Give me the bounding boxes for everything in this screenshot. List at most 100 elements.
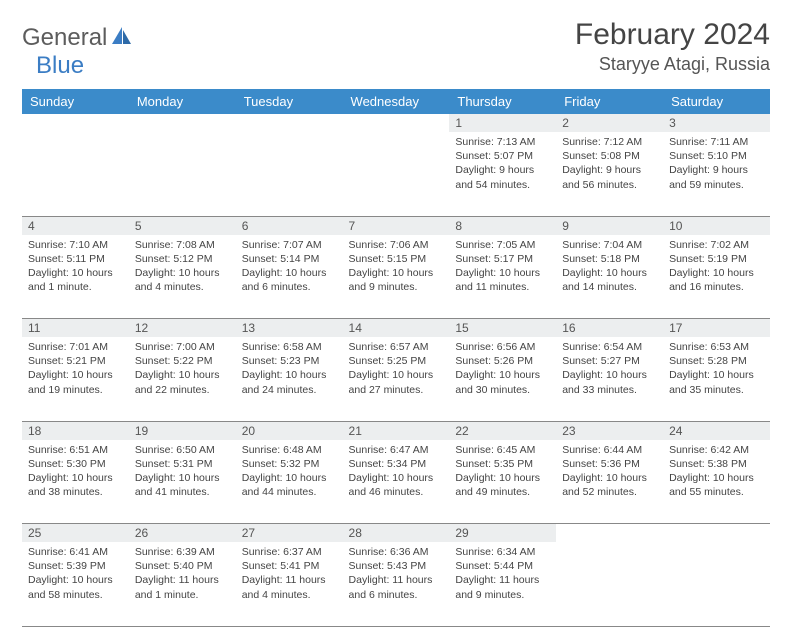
day-details: Sunrise: 6:37 AMSunset: 5:41 PMDaylight:… <box>236 542 343 608</box>
day-details: Sunrise: 6:45 AMSunset: 5:35 PMDaylight:… <box>449 440 556 506</box>
sunrise-text: Sunrise: 7:04 AM <box>562 238 657 252</box>
daylight-text: Daylight: 10 hours and 58 minutes. <box>28 573 123 601</box>
daylight-text: Daylight: 10 hours and 30 minutes. <box>455 368 550 396</box>
day-number-cell: 12 <box>129 319 236 338</box>
day-number-cell: 15 <box>449 319 556 338</box>
sail-icon <box>111 26 133 51</box>
day-cell: Sunrise: 6:45 AMSunset: 5:35 PMDaylight:… <box>449 440 556 524</box>
daylight-text: Daylight: 10 hours and 24 minutes. <box>242 368 337 396</box>
day-cell: Sunrise: 6:36 AMSunset: 5:43 PMDaylight:… <box>343 542 450 626</box>
daylight-text: Daylight: 10 hours and 38 minutes. <box>28 471 123 499</box>
sunrise-text: Sunrise: 7:00 AM <box>135 340 230 354</box>
day-details: Sunrise: 7:12 AMSunset: 5:08 PMDaylight:… <box>556 132 663 198</box>
day-number-cell: 2 <box>556 114 663 132</box>
day-cell: Sunrise: 7:05 AMSunset: 5:17 PMDaylight:… <box>449 235 556 319</box>
daylight-text: Daylight: 11 hours and 9 minutes. <box>455 573 550 601</box>
dayhead-sunday: Sunday <box>22 89 129 114</box>
sunset-text: Sunset: 5:40 PM <box>135 559 230 573</box>
daylight-text: Daylight: 11 hours and 1 minute. <box>135 573 230 601</box>
calendar-table: Sunday Monday Tuesday Wednesday Thursday… <box>22 89 770 627</box>
day-number-cell <box>129 114 236 132</box>
dayhead-saturday: Saturday <box>663 89 770 114</box>
day-details: Sunrise: 6:36 AMSunset: 5:43 PMDaylight:… <box>343 542 450 608</box>
day-content-row: Sunrise: 6:51 AMSunset: 5:30 PMDaylight:… <box>22 440 770 524</box>
day-details: Sunrise: 6:53 AMSunset: 5:28 PMDaylight:… <box>663 337 770 403</box>
day-number-cell: 25 <box>22 524 129 543</box>
day-content-row: Sunrise: 6:41 AMSunset: 5:39 PMDaylight:… <box>22 542 770 626</box>
day-details: Sunrise: 6:44 AMSunset: 5:36 PMDaylight:… <box>556 440 663 506</box>
day-number-cell: 17 <box>663 319 770 338</box>
sunrise-text: Sunrise: 6:34 AM <box>455 545 550 559</box>
day-number-cell: 11 <box>22 319 129 338</box>
sunset-text: Sunset: 5:23 PM <box>242 354 337 368</box>
sunrise-text: Sunrise: 6:42 AM <box>669 443 764 457</box>
day-details: Sunrise: 6:39 AMSunset: 5:40 PMDaylight:… <box>129 542 236 608</box>
daynum-row: 123 <box>22 114 770 132</box>
day-details: Sunrise: 7:05 AMSunset: 5:17 PMDaylight:… <box>449 235 556 301</box>
sunrise-text: Sunrise: 6:57 AM <box>349 340 444 354</box>
sunset-text: Sunset: 5:41 PM <box>242 559 337 573</box>
day-number-cell: 21 <box>343 421 450 440</box>
daylight-text: Daylight: 10 hours and 19 minutes. <box>28 368 123 396</box>
sunset-text: Sunset: 5:10 PM <box>669 149 764 163</box>
sunrise-text: Sunrise: 6:37 AM <box>242 545 337 559</box>
calendar-body: 123Sunrise: 7:13 AMSunset: 5:07 PMDaylig… <box>22 114 770 626</box>
day-header-row: Sunday Monday Tuesday Wednesday Thursday… <box>22 89 770 114</box>
sunset-text: Sunset: 5:34 PM <box>349 457 444 471</box>
sunset-text: Sunset: 5:07 PM <box>455 149 550 163</box>
sunrise-text: Sunrise: 6:39 AM <box>135 545 230 559</box>
daylight-text: Daylight: 10 hours and 46 minutes. <box>349 471 444 499</box>
day-cell: Sunrise: 6:57 AMSunset: 5:25 PMDaylight:… <box>343 337 450 421</box>
day-details: Sunrise: 7:11 AMSunset: 5:10 PMDaylight:… <box>663 132 770 198</box>
day-cell: Sunrise: 7:07 AMSunset: 5:14 PMDaylight:… <box>236 235 343 319</box>
sunset-text: Sunset: 5:39 PM <box>28 559 123 573</box>
day-cell: Sunrise: 7:08 AMSunset: 5:12 PMDaylight:… <box>129 235 236 319</box>
day-cell <box>236 132 343 216</box>
day-details: Sunrise: 6:34 AMSunset: 5:44 PMDaylight:… <box>449 542 556 608</box>
daylight-text: Daylight: 10 hours and 52 minutes. <box>562 471 657 499</box>
daylight-text: Daylight: 10 hours and 33 minutes. <box>562 368 657 396</box>
logo-line2: Blue <box>36 46 84 80</box>
daynum-row: 2526272829 <box>22 524 770 543</box>
page-header: General February 2024 Staryye Atagi, Rus… <box>22 18 770 75</box>
day-cell: Sunrise: 6:44 AMSunset: 5:36 PMDaylight:… <box>556 440 663 524</box>
daylight-text: Daylight: 10 hours and 11 minutes. <box>455 266 550 294</box>
day-cell <box>129 132 236 216</box>
day-cell: Sunrise: 7:12 AMSunset: 5:08 PMDaylight:… <box>556 132 663 216</box>
day-cell: Sunrise: 6:58 AMSunset: 5:23 PMDaylight:… <box>236 337 343 421</box>
day-number-cell: 16 <box>556 319 663 338</box>
day-cell: Sunrise: 7:02 AMSunset: 5:19 PMDaylight:… <box>663 235 770 319</box>
daylight-text: Daylight: 11 hours and 4 minutes. <box>242 573 337 601</box>
sunset-text: Sunset: 5:18 PM <box>562 252 657 266</box>
day-cell: Sunrise: 6:54 AMSunset: 5:27 PMDaylight:… <box>556 337 663 421</box>
daylight-text: Daylight: 10 hours and 14 minutes. <box>562 266 657 294</box>
day-number-cell: 20 <box>236 421 343 440</box>
day-cell <box>343 132 450 216</box>
sunset-text: Sunset: 5:44 PM <box>455 559 550 573</box>
sunset-text: Sunset: 5:19 PM <box>669 252 764 266</box>
day-details: Sunrise: 6:54 AMSunset: 5:27 PMDaylight:… <box>556 337 663 403</box>
sunset-text: Sunset: 5:31 PM <box>135 457 230 471</box>
sunset-text: Sunset: 5:17 PM <box>455 252 550 266</box>
day-cell: Sunrise: 7:13 AMSunset: 5:07 PMDaylight:… <box>449 132 556 216</box>
day-details: Sunrise: 7:06 AMSunset: 5:15 PMDaylight:… <box>343 235 450 301</box>
sunrise-text: Sunrise: 6:56 AM <box>455 340 550 354</box>
day-number-cell: 13 <box>236 319 343 338</box>
day-number-cell: 26 <box>129 524 236 543</box>
day-number-cell: 8 <box>449 216 556 235</box>
day-number-cell: 14 <box>343 319 450 338</box>
day-number-cell <box>22 114 129 132</box>
sunrise-text: Sunrise: 7:05 AM <box>455 238 550 252</box>
sunrise-text: Sunrise: 7:10 AM <box>28 238 123 252</box>
day-number-cell: 5 <box>129 216 236 235</box>
daylight-text: Daylight: 10 hours and 9 minutes. <box>349 266 444 294</box>
sunrise-text: Sunrise: 6:36 AM <box>349 545 444 559</box>
sunrise-text: Sunrise: 7:02 AM <box>669 238 764 252</box>
day-number-cell: 6 <box>236 216 343 235</box>
day-details: Sunrise: 7:02 AMSunset: 5:19 PMDaylight:… <box>663 235 770 301</box>
daylight-text: Daylight: 10 hours and 35 minutes. <box>669 368 764 396</box>
sunset-text: Sunset: 5:43 PM <box>349 559 444 573</box>
sunrise-text: Sunrise: 7:07 AM <box>242 238 337 252</box>
sunrise-text: Sunrise: 6:44 AM <box>562 443 657 457</box>
day-number-cell: 18 <box>22 421 129 440</box>
